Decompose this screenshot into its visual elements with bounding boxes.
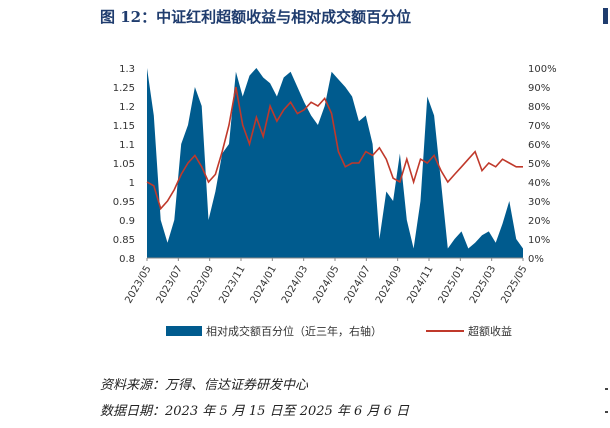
y-right-tick-label: 10% [528,235,550,246]
x-tick-label: 2023/11 [217,264,247,305]
edge-fragment [605,388,608,390]
x-tick-label: 2024/01 [249,264,279,305]
edge-fragment [605,411,608,413]
x-tick-label: 2024/07 [343,264,373,305]
y-left-tick-label: 1.2 [119,102,135,113]
legend-label-area: 相对成交额百分位（近三年，右轴） [206,324,382,338]
series-area-percentile [147,68,523,258]
y-right-tick-label: 90% [528,83,550,94]
x-tick-label: 2025/03 [468,264,498,305]
y-right-tick-label: 100% [528,64,557,75]
x-tick-label: 2024/09 [374,264,404,305]
page-title: 图 12：中证红利超额收益与相对成交额百分位 [100,8,412,26]
side-decoration [603,8,608,24]
y-right-tick-label: 0% [528,254,544,265]
y-right-tick-label: 40% [528,178,550,189]
y-left-tick-label: 1 [129,178,135,189]
x-tick-label: 2025/01 [437,264,467,305]
y-left-tick-label: 1.25 [113,83,135,94]
y-right-tick-label: 70% [528,121,550,132]
x-tick-label: 2025/05 [499,264,529,305]
y-right-tick-label: 80% [528,102,550,113]
y-left-tick-label: 1.05 [113,159,135,170]
x-tick-label: 2023/05 [123,264,153,305]
y-right-tick-label: 60% [528,140,550,151]
y-left-tick-label: 0.95 [113,197,135,208]
date-line: 数据日期：2023 年 5 月 15 日至 2025 年 6 月 6 日 [100,404,409,419]
x-tick-label: 2024/11 [405,264,435,305]
x-tick-label: 2023/09 [186,264,216,305]
x-tick-label: 2024/05 [311,264,341,305]
series-line-excess-return [146,86,523,211]
chart: 1.3 1.25 1.2 1.15 1.1 1.05 1 0.95 0.9 0.85 0.8 100%… [113,64,557,338]
y-left-tick-label: 1.3 [119,64,135,75]
legend-swatch-area [166,326,202,336]
y-right-tick-label: 30% [528,197,550,208]
y-left-tick-label: 1.1 [119,140,135,151]
y-left-tick-label: 1.15 [113,121,135,132]
x-tick-label: 2023/07 [155,264,185,305]
y-left-tick-label: 0.8 [119,254,135,265]
y-right-tick-label: 20% [528,216,550,227]
source-line: 资料来源：万得、信达证券研发中心 [100,378,309,393]
x-tick-label: 2024/03 [280,264,310,305]
legend-label-line: 超额收益 [468,324,512,338]
y-left-tick-label: 0.85 [113,235,135,246]
y-left-tick-label: 0.9 [119,216,135,227]
y-right-tick-label: 50% [528,159,550,170]
